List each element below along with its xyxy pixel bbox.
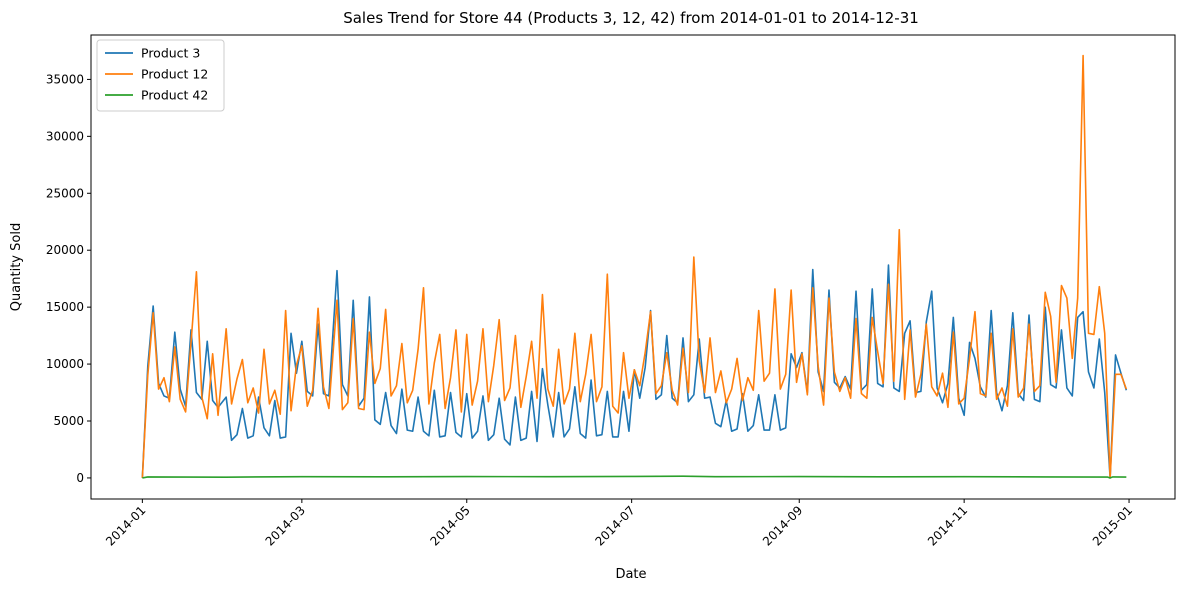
legend-label-product-42: Product 42 xyxy=(141,88,208,103)
series-line-product-3 xyxy=(141,264,1128,479)
y-axis-ticks: 0 5000 10000 15000 20000 25000 30000 35000 xyxy=(46,72,91,485)
x-axis-title: Date xyxy=(615,567,646,582)
y-axis-title: Quantity Sold xyxy=(9,223,24,311)
series-lines xyxy=(141,54,1128,479)
y-tick-label: 5000 xyxy=(53,414,84,428)
legend-box xyxy=(96,39,225,112)
y-tick-label: 0 xyxy=(76,471,84,485)
y-tick-label: 15000 xyxy=(46,300,84,314)
y-tick-label: 30000 xyxy=(46,129,84,143)
plot-area-frame xyxy=(90,34,1176,500)
series-line-product-12 xyxy=(141,54,1128,479)
legend-label-product-12: Product 12 xyxy=(141,67,208,82)
chart-title: Sales Trend for Store 44 (Products 3, 12… xyxy=(343,9,919,27)
y-tick-label: 35000 xyxy=(46,72,84,86)
legend-label-product-3: Product 3 xyxy=(141,46,200,61)
y-tick-label: 25000 xyxy=(46,186,84,200)
y-tick-label: 10000 xyxy=(46,357,84,371)
legend: Product 3 Product 12 Product 42 xyxy=(96,39,225,112)
series-line-product-42 xyxy=(142,475,1127,479)
y-tick-label: 20000 xyxy=(46,243,84,257)
